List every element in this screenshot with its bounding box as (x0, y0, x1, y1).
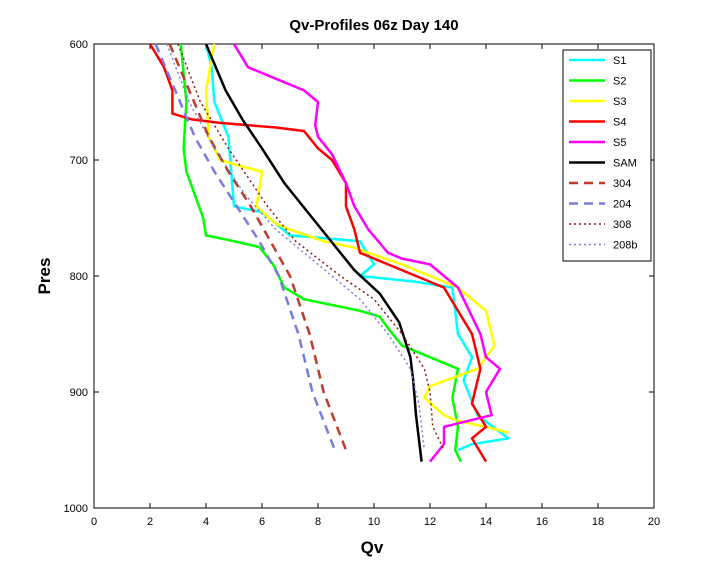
legend-label-s5: S5 (613, 137, 626, 149)
x-tick-label: 6 (259, 516, 265, 528)
legend-label-s3: S3 (613, 96, 626, 108)
x-tick-label: 4 (203, 516, 209, 528)
legend-label-304: 304 (613, 178, 631, 190)
x-axis-title: Qv (361, 538, 384, 557)
y-tick-label: 600 (70, 39, 88, 51)
x-tick-label: 2 (147, 516, 153, 528)
legend-label-s4: S4 (613, 117, 626, 129)
series-line-s5 (232, 43, 502, 463)
legend-box (562, 49, 652, 262)
x-tick-label: 0 (91, 516, 97, 528)
series-line-sam (204, 43, 423, 462)
chart-title: Qv-Profiles 06z Day 140 (289, 17, 458, 34)
series-line-s2 (179, 43, 462, 463)
x-tick-label: 8 (315, 516, 321, 528)
y-tick-label: 800 (70, 271, 88, 283)
legend: S1 S2 S3 S4 S5 SAM 304 204 308 208b (562, 49, 652, 262)
legend-label-s1: S1 (613, 55, 626, 67)
x-tick-label: 14 (480, 516, 492, 528)
x-tick-label: 12 (424, 516, 436, 528)
series-line-304 (168, 43, 348, 451)
legend-label-sam: SAM (613, 158, 637, 170)
series-line-s3 (204, 43, 509, 434)
y-axis-title: Pres (35, 258, 54, 295)
x-tick-label: 20 (648, 516, 660, 528)
series-line-204 (154, 43, 336, 451)
x-tick-label: 18 (592, 516, 604, 528)
legend-label-208b: 208b (613, 240, 637, 252)
y-tick-label: 900 (70, 387, 88, 399)
y-tick-label: 700 (70, 155, 88, 167)
series-line-208b (166, 43, 426, 451)
legend-label-s2: S2 (613, 76, 626, 88)
legend-label-308: 308 (613, 219, 631, 231)
legend-label-204: 204 (613, 199, 631, 211)
axis-ticks: 0 2 4 6 8 10 12 14 16 18 20 600 700 800 900 1000 (64, 39, 661, 528)
x-tick-label: 16 (536, 516, 548, 528)
x-tick-label: 10 (368, 516, 380, 528)
y-tick-label: 1000 (64, 503, 88, 515)
series-layer (148, 43, 510, 463)
